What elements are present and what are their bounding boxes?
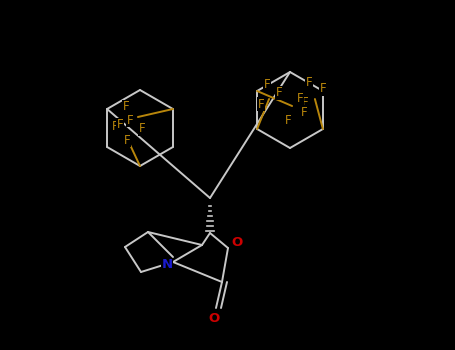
Text: O: O <box>232 237 243 250</box>
Text: F: F <box>122 100 129 113</box>
Text: F: F <box>285 113 291 126</box>
Text: F: F <box>302 96 308 108</box>
Text: F: F <box>319 83 326 96</box>
Text: F: F <box>124 133 130 147</box>
Text: N: N <box>162 259 172 272</box>
Text: F: F <box>297 91 303 105</box>
Text: F: F <box>306 77 312 90</box>
Text: O: O <box>208 312 220 324</box>
Text: F: F <box>276 86 283 99</box>
Text: F: F <box>111 119 118 133</box>
Text: F: F <box>301 105 308 119</box>
Text: F: F <box>116 119 123 132</box>
Text: F: F <box>258 98 264 111</box>
Text: F: F <box>139 122 145 135</box>
Text: F: F <box>126 113 133 126</box>
Text: F: F <box>264 78 270 91</box>
